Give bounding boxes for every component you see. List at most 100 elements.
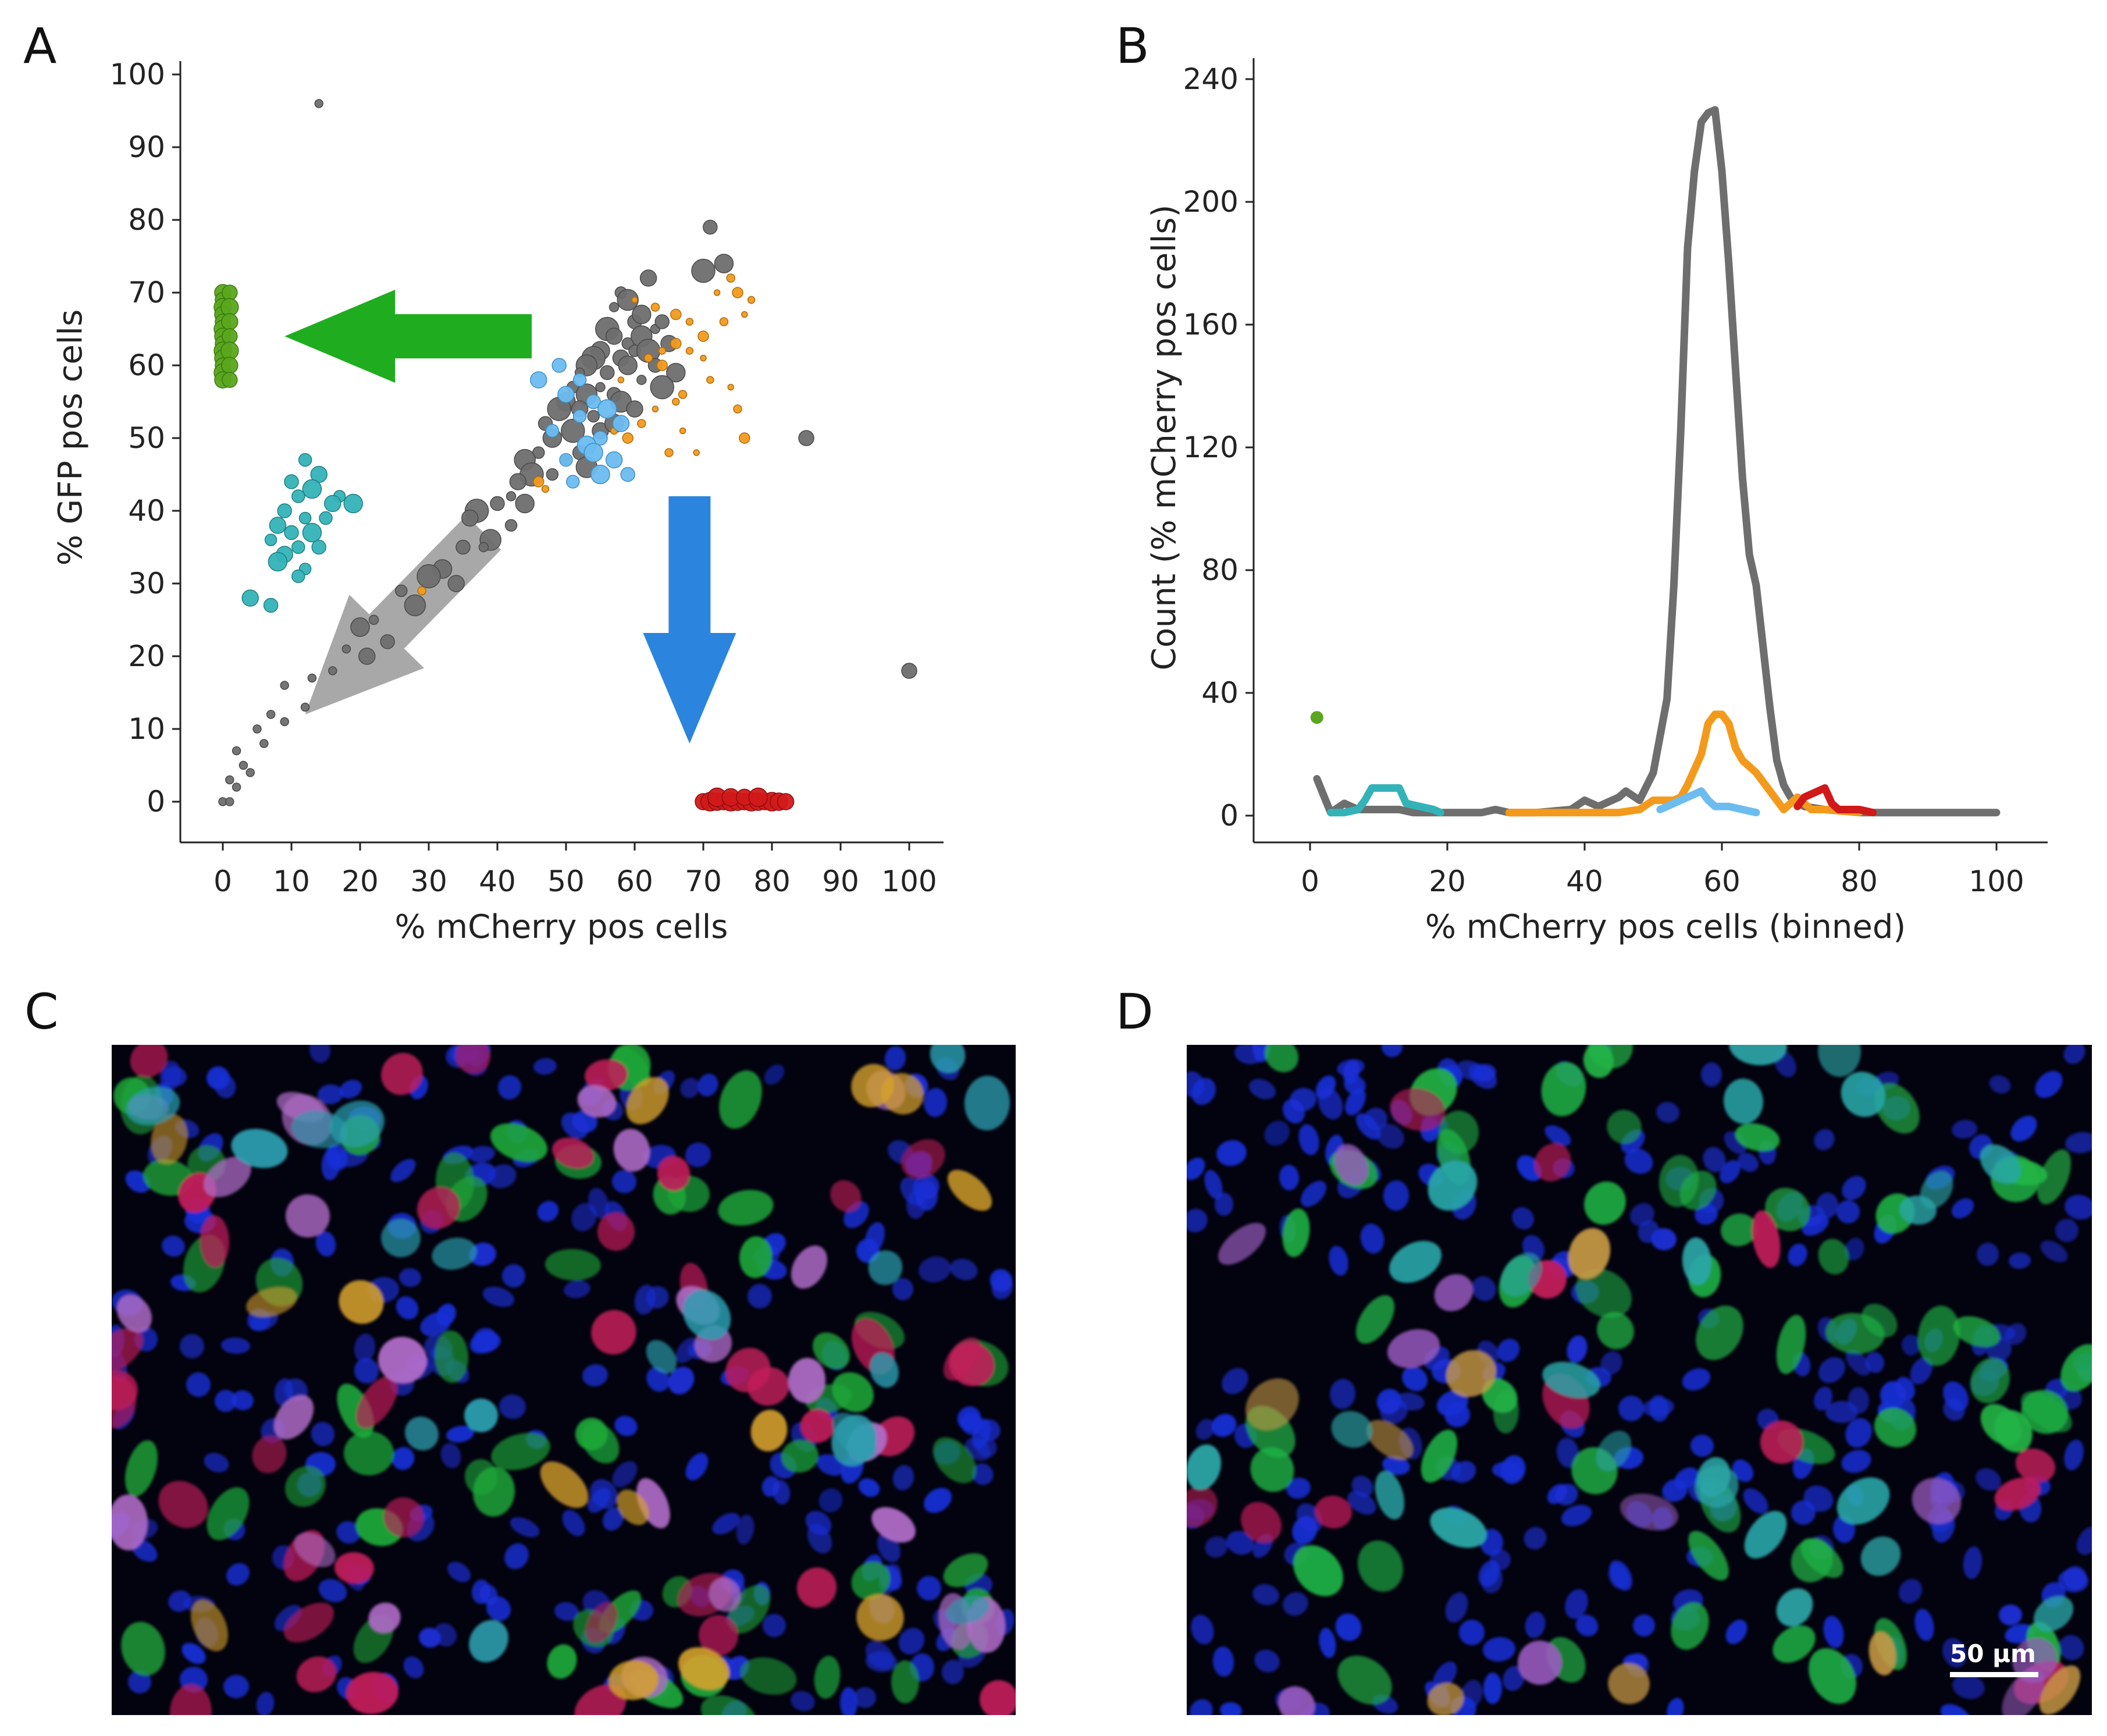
x-axis-title-b: % mCherry pos cells (binned) — [1425, 908, 1906, 946]
point-light-blue — [590, 464, 610, 485]
cell — [1437, 1390, 1468, 1417]
cell — [682, 1289, 731, 1340]
cell — [1190, 1699, 1213, 1715]
cell — [700, 1695, 756, 1715]
cell — [2037, 1149, 2072, 1205]
cell — [1791, 1500, 1816, 1525]
cell — [608, 1660, 659, 1701]
series-line-red — [1793, 784, 1877, 817]
cell — [739, 1236, 773, 1278]
y-tick-label-a: 20 — [128, 639, 165, 673]
point-teal — [263, 597, 279, 613]
cell — [381, 1218, 421, 1258]
cell — [858, 1478, 880, 1497]
cell — [839, 1687, 858, 1715]
line-chart-b: 0 20 40 60 80 100 0 40 80 120 160 200 240 % mCherry … — [1145, 58, 2048, 946]
point-teal — [264, 533, 277, 546]
cell — [585, 1059, 628, 1091]
point-gray — [632, 304, 652, 325]
cell — [1818, 1239, 1849, 1275]
cell — [561, 1112, 589, 1139]
cell — [1814, 1129, 1835, 1151]
arrow-gray — [305, 515, 501, 714]
y-tick-label-b: 240 — [1183, 62, 1238, 96]
cell — [1334, 1144, 1369, 1186]
cell — [1300, 1180, 1327, 1207]
cell — [545, 1248, 601, 1281]
cell — [368, 1602, 401, 1634]
cell — [884, 1046, 906, 1070]
cell — [614, 1415, 638, 1436]
cell — [1434, 1274, 1474, 1311]
cell — [339, 1079, 362, 1099]
y-tick-label-b: 160 — [1183, 308, 1238, 341]
point-teal — [291, 540, 305, 554]
cell — [582, 1364, 608, 1387]
cell — [1845, 1237, 1864, 1261]
cell — [1282, 1208, 1310, 1257]
cell — [1596, 1431, 1632, 1471]
point-gray — [232, 746, 241, 756]
cell — [434, 1331, 469, 1383]
cell — [1357, 1540, 1404, 1592]
cell — [381, 1052, 423, 1095]
cell — [1600, 1351, 1622, 1375]
point-orange — [631, 296, 638, 304]
cell — [1525, 1612, 1546, 1638]
cell — [1212, 1646, 1234, 1677]
cell — [898, 1628, 925, 1655]
cell — [2040, 1240, 2068, 1262]
y-tick-label-a: 40 — [128, 494, 165, 528]
cell — [112, 1495, 148, 1550]
cell — [1608, 1663, 1650, 1705]
cell — [1776, 1315, 1806, 1374]
point-teal — [324, 495, 341, 513]
cell — [1315, 1495, 1352, 1529]
point-orange — [656, 360, 668, 371]
cell — [1732, 1459, 1754, 1482]
cell — [791, 1246, 827, 1289]
cell — [571, 1203, 597, 1232]
cell — [2021, 1390, 2069, 1434]
cell — [892, 1465, 914, 1490]
point-gray — [259, 739, 269, 748]
cell — [1729, 1045, 1787, 1066]
cell — [2015, 1449, 2056, 1482]
y-tick-label-a: 70 — [128, 276, 165, 310]
cell — [1445, 1592, 1468, 1623]
cell — [805, 1510, 832, 1536]
cell — [930, 1045, 966, 1073]
cell — [126, 1086, 180, 1126]
cell — [1220, 1702, 1242, 1715]
cell — [796, 1567, 837, 1608]
point-gray — [561, 418, 585, 443]
cell — [1914, 1609, 1934, 1641]
point-green — [222, 328, 238, 344]
point-orange — [679, 427, 686, 435]
point-orange — [541, 485, 550, 493]
point-orange — [706, 376, 714, 384]
cell — [2059, 1635, 2084, 1660]
cell — [901, 1139, 945, 1179]
point-gray — [509, 473, 527, 490]
y-tick-label-b: 0 — [1220, 799, 1238, 833]
point-orange — [617, 376, 625, 383]
cell — [590, 1479, 618, 1509]
cell — [2065, 1194, 2092, 1220]
cell — [764, 1064, 785, 1085]
cell — [1329, 1379, 1356, 1409]
cell — [1195, 1419, 1215, 1440]
y-tick-label-a: 90 — [128, 130, 165, 164]
cell — [256, 1692, 275, 1715]
cell — [617, 1489, 649, 1525]
points-a — [213, 99, 917, 812]
point-light-blue — [557, 386, 575, 403]
cell — [1568, 1228, 1611, 1280]
cell — [1638, 1220, 1660, 1243]
cell — [554, 1602, 579, 1621]
cell — [1633, 1614, 1655, 1637]
point-teal — [269, 517, 287, 534]
cell — [1943, 1381, 1969, 1411]
cell — [1204, 1169, 1223, 1200]
cell — [315, 1231, 336, 1257]
